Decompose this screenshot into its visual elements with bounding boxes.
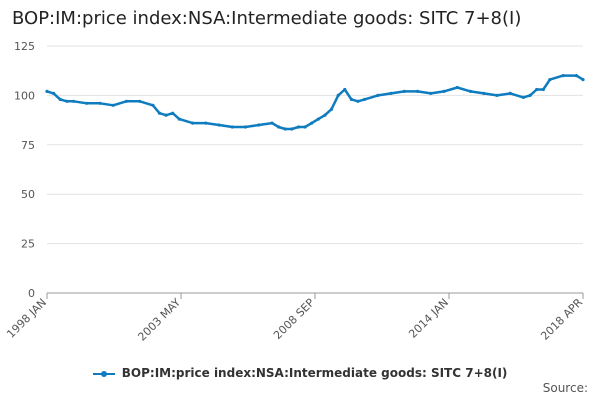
data-point[interactable] xyxy=(217,123,221,127)
data-point[interactable] xyxy=(303,125,307,129)
data-point[interactable] xyxy=(535,87,539,92)
data-point[interactable] xyxy=(85,101,89,105)
data-point[interactable] xyxy=(363,97,367,101)
data-point[interactable] xyxy=(277,125,281,129)
x-tick-label: 2008 SEP xyxy=(271,296,317,342)
data-point[interactable] xyxy=(151,103,155,107)
data-point[interactable] xyxy=(581,78,585,82)
data-point[interactable] xyxy=(329,107,334,111)
data-point[interactable] xyxy=(402,89,406,93)
data-point[interactable] xyxy=(243,125,248,129)
data-point[interactable] xyxy=(389,91,393,95)
data-point[interactable] xyxy=(71,99,76,103)
y-tick-label: 75 xyxy=(21,139,35,152)
data-point[interactable] xyxy=(561,74,565,78)
data-point[interactable] xyxy=(58,97,62,101)
data-point[interactable] xyxy=(508,91,512,95)
data-point[interactable] xyxy=(343,87,347,92)
y-tick-label: 50 xyxy=(21,188,35,201)
legend-label: BOP:IM:price index:NSA:Intermediate good… xyxy=(121,366,508,380)
data-point[interactable] xyxy=(290,127,294,131)
data-point[interactable] xyxy=(138,99,142,103)
data-point[interactable] xyxy=(171,111,175,115)
data-point[interactable] xyxy=(349,97,353,101)
legend-series-marker-icon xyxy=(92,368,115,380)
legend[interactable]: BOP:IM:price index:NSA:Intermediate good… xyxy=(0,366,600,380)
data-point[interactable] xyxy=(111,103,115,107)
data-point[interactable] xyxy=(177,117,181,121)
data-point[interactable] xyxy=(316,117,320,121)
source-label: Source: xyxy=(542,381,588,395)
data-point[interactable] xyxy=(164,113,168,117)
data-point[interactable] xyxy=(98,101,102,105)
data-point[interactable] xyxy=(416,89,420,93)
data-point[interactable] xyxy=(528,93,532,97)
data-point[interactable] xyxy=(124,99,128,103)
data-point[interactable] xyxy=(257,123,261,127)
data-point[interactable] xyxy=(429,91,433,95)
x-tick-label: 2014 JAN xyxy=(406,296,451,341)
data-point[interactable] xyxy=(442,89,446,93)
data-point[interactable] xyxy=(376,93,380,97)
y-tick-label: 25 xyxy=(21,238,35,251)
data-point[interactable] xyxy=(65,99,69,103)
data-point[interactable] xyxy=(521,95,526,99)
data-point[interactable] xyxy=(296,125,301,129)
y-tick-label: 125 xyxy=(14,40,35,53)
x-tick-label: 1998 JAN xyxy=(4,296,49,341)
data-point[interactable] xyxy=(455,85,459,90)
data-point[interactable] xyxy=(323,113,327,117)
data-point[interactable] xyxy=(468,89,473,93)
x-tick-label: 2018 APR xyxy=(538,296,585,343)
y-tick-label: 100 xyxy=(14,89,35,102)
data-point[interactable] xyxy=(45,89,49,93)
data-point[interactable] xyxy=(336,93,340,97)
x-tick-label: 2003 MAY xyxy=(135,296,183,344)
data-point[interactable] xyxy=(52,91,56,95)
chart-title: BOP:IM:price index:NSA:Intermediate good… xyxy=(12,8,522,29)
data-point[interactable] xyxy=(310,121,314,125)
data-point[interactable] xyxy=(495,93,499,97)
data-point[interactable] xyxy=(482,91,486,95)
data-point[interactable] xyxy=(230,125,234,129)
data-point[interactable] xyxy=(548,78,552,82)
data-point[interactable] xyxy=(541,87,545,92)
data-point[interactable] xyxy=(356,99,360,103)
data-point[interactable] xyxy=(283,127,287,131)
data-point[interactable] xyxy=(191,121,195,125)
data-point[interactable] xyxy=(157,111,162,115)
data-point[interactable] xyxy=(204,121,208,125)
y-tick-label: 0 xyxy=(28,287,35,300)
data-point[interactable] xyxy=(574,74,579,78)
data-point[interactable] xyxy=(270,121,274,125)
